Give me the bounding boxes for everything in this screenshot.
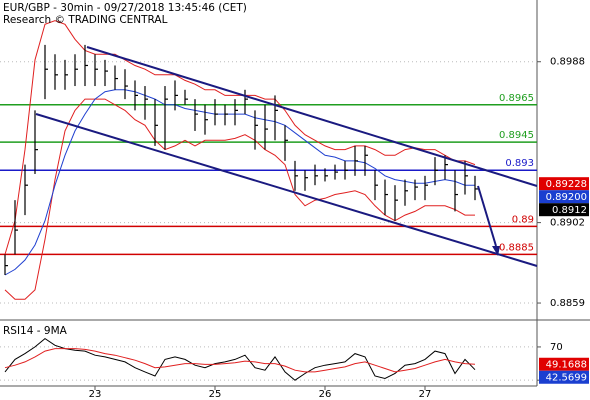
arrow-head: [492, 246, 500, 256]
y-tick-label: 0.8902: [550, 218, 585, 229]
x-tick-label: 25: [209, 389, 222, 400]
price-panel: [0, 0, 537, 318]
price-marker-label: 0.8912: [552, 205, 587, 216]
forecast-arrow: [477, 185, 497, 247]
rsi-title: RSI14 - 9MA: [3, 325, 68, 337]
level-label: 0.8945: [499, 130, 534, 141]
level-label: 0.89: [512, 214, 534, 225]
level-label: 0.893: [505, 158, 534, 169]
price-marker-label: 0.89228: [546, 179, 587, 190]
price-marker-label: 0.89200: [546, 192, 587, 203]
x-tick-label: 26: [319, 389, 332, 400]
y-tick-label: 70: [550, 342, 563, 353]
series-line: [4, 20, 476, 255]
price-marker: [539, 190, 589, 204]
y-tick-label: 0.8988: [550, 57, 585, 68]
price-marker-label: 42.5699: [546, 373, 587, 384]
y-tick-label: 0.8859: [550, 298, 585, 309]
channel: [35, 46, 538, 267]
channel-upper: [86, 46, 538, 187]
chart-title: EUR/GBP - 30min - 09/27/2018 13:45:46 (C…: [3, 2, 247, 14]
level-label: 0.8885: [499, 242, 534, 253]
series-line: [4, 89, 475, 276]
series-line: [4, 348, 476, 373]
series-line: [4, 98, 475, 300]
price-marker: [539, 357, 589, 371]
level-label: 0.8965: [499, 93, 534, 104]
x-tick-label: 27: [419, 389, 432, 400]
rsi-panel: [0, 322, 537, 386]
price-marker: [539, 203, 589, 217]
chart-subtitle: Research © TRADING CENTRAL: [3, 14, 168, 26]
price-marker: [539, 370, 589, 384]
x-tick-label: 23: [89, 389, 102, 400]
channel-lower: [35, 113, 538, 267]
price-marker: [539, 177, 589, 191]
price-marker-label: 49.1688: [546, 360, 587, 371]
